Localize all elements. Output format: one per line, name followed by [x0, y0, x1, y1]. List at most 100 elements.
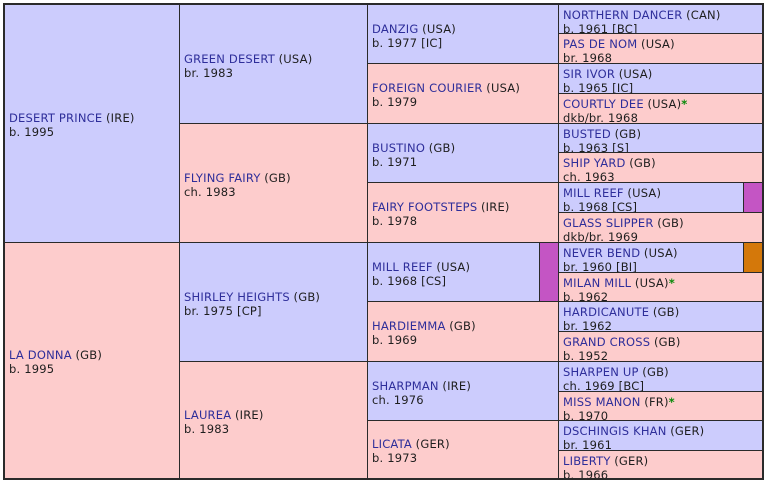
pedigree-cell-gen4: PAS DE NOM (USA) br. 1968	[558, 33, 763, 64]
horse-origin: (USA)	[641, 37, 675, 51]
star-icon: *	[668, 395, 675, 409]
horse-origin: (IRE)	[106, 111, 135, 125]
horse-link[interactable]: NEVER BEND	[563, 246, 641, 260]
horse-link[interactable]: LAUREA	[184, 407, 232, 422]
pedigree-cell-gen4: SIR IVOR (USA) b. 1965 [IC]	[558, 63, 763, 94]
horse-link[interactable]: HARDIEMMA	[372, 319, 446, 333]
horse-details: br. 1961	[563, 438, 613, 451]
horse-link[interactable]: GREEN DESERT	[184, 51, 275, 66]
horse-link[interactable]: LICATA	[372, 437, 413, 451]
horse-details: b. 1983	[184, 421, 230, 436]
horse-link[interactable]: DESERT PRINCE	[9, 111, 103, 125]
horse-link[interactable]: GRAND CROSS	[563, 335, 651, 349]
horse-link[interactable]: DANZIG	[372, 21, 419, 36]
pedigree-cell-gen2: GREEN DESERT (USA) br. 1983	[179, 4, 368, 124]
pedigree-cell-gen4: HARDICANUTE (GB) br. 1962	[558, 301, 763, 332]
pedigree-cell-gen4: COURTLY DEE (USA)* dkb/br. 1968	[558, 93, 763, 124]
horse-link[interactable]: FOREIGN COURIER	[372, 81, 483, 95]
horse-link[interactable]: LA DONNA	[9, 348, 72, 362]
horse-link[interactable]: NORTHERN DANCER	[563, 8, 683, 22]
pedigree-cell-gen4: SHIP YARD (GB) ch. 1963	[558, 152, 763, 183]
horse-link[interactable]: BUSTED	[563, 127, 611, 141]
horse-details: b. 1963 [S]	[563, 141, 630, 153]
horse-origin: (USA)	[634, 276, 669, 290]
horse-origin: (USA)	[647, 97, 682, 111]
pedigree-cell-gen3: SHARPMAN (IRE) ch. 1976	[367, 361, 559, 421]
horse-origin: (IRE)	[442, 378, 472, 393]
horse-details: b. 1971	[372, 154, 418, 169]
horse-details: b. 1961 [BC]	[563, 22, 638, 34]
horse-origin: (GB)	[449, 319, 476, 333]
horse-details: b. 1995	[9, 362, 55, 376]
horse-link[interactable]: GLASS SLIPPER	[563, 216, 654, 230]
horse-link[interactable]: SHARPEN UP	[563, 365, 639, 379]
pedigree-cell-gen2: FLYING FAIRY (GB) ch. 1983	[179, 123, 368, 243]
pedigree-cell-gen4: GRAND CROSS (GB) b. 1952	[558, 331, 763, 362]
horse-details: dkb/br. 1968	[563, 111, 639, 124]
horse-details: b. 1952	[563, 349, 609, 362]
horse-origin: (IRE)	[234, 407, 264, 422]
horse-origin: (GB)	[428, 140, 456, 155]
horse-link[interactable]: FLYING FAIRY	[184, 170, 261, 185]
pedigree-cell-gen4: MILL REEF (USA) b. 1968 [CS]	[558, 182, 763, 213]
pedigree-cell-sire: DESERT PRINCE (IRE) b. 1995	[4, 4, 180, 243]
horse-origin: (GB)	[629, 156, 656, 170]
horse-origin: (USA)	[422, 21, 456, 36]
horse-link[interactable]: SIR IVOR	[563, 67, 616, 81]
horse-details: b. 1966	[563, 468, 609, 479]
horse-link[interactable]: MISS MANON	[563, 395, 641, 409]
horse-details: br. 1962	[563, 319, 613, 332]
horse-link[interactable]: MILL REEF	[372, 259, 433, 274]
pedigree-cell-gen3: HARDIEMMA (GB) b. 1969	[367, 301, 559, 362]
horse-origin: (USA)	[627, 186, 662, 200]
inbreeding-marker	[743, 183, 762, 212]
horse-origin: (GB)	[264, 170, 291, 185]
horse-details: b. 1973	[372, 451, 418, 465]
horse-link[interactable]: PAS DE NOM	[563, 37, 638, 51]
horse-origin: (GB)	[657, 216, 684, 230]
horse-details: b. 1977 [IC]	[372, 35, 443, 50]
horse-details: b. 1995	[9, 125, 55, 139]
horse-details: b. 1969	[372, 333, 418, 347]
horse-origin: (USA)	[618, 67, 653, 81]
inbreeding-marker	[743, 243, 762, 272]
horse-link[interactable]: DSCHINGIS KHAN	[563, 424, 667, 438]
horse-details: b. 1970	[563, 409, 609, 421]
pedigree-cell-gen3: BUSTINO (GB) b. 1971	[367, 123, 559, 183]
pedigree-cell-gen4: NORTHERN DANCER (CAN) b. 1961 [BC]	[558, 4, 763, 34]
pedigree-cell-gen4: BUSTED (GB) b. 1963 [S]	[558, 123, 763, 153]
horse-origin: (GER)	[670, 424, 705, 438]
horse-details: br. 1960 [BI]	[563, 260, 638, 273]
horse-link[interactable]: LIBERTY	[563, 454, 611, 468]
pedigree-cell-gen4: LIBERTY (GER) b. 1966	[558, 450, 763, 479]
horse-details: ch. 1976	[372, 392, 424, 407]
horse-link[interactable]: FAIRY FOOTSTEPS	[372, 200, 478, 214]
pedigree-cell-gen4: SHARPEN UP (GB) ch. 1969 [BC]	[558, 361, 763, 392]
horse-link[interactable]: HARDICANUTE	[563, 305, 650, 319]
horse-details: b. 1968 [CS]	[372, 273, 447, 288]
pedigree-cell-gen3: LICATA (GER) b. 1973	[367, 420, 559, 479]
horse-details: b. 1965 [IC]	[563, 81, 634, 94]
horse-details: ch. 1969 [BC]	[563, 379, 645, 392]
horse-link[interactable]: COURTLY DEE	[563, 97, 644, 111]
horse-origin: (IRE)	[480, 200, 510, 214]
pedigree-cell-gen4: NEVER BEND (USA) br. 1960 [BI]	[558, 242, 763, 273]
star-icon: *	[668, 276, 675, 290]
horse-details: ch. 1983	[184, 184, 236, 199]
horse-link[interactable]: BUSTINO	[372, 140, 426, 155]
horse-link[interactable]: MILL REEF	[563, 186, 624, 200]
horse-link[interactable]: SHIRLEY HEIGHTS	[184, 289, 290, 304]
horse-origin: (GB)	[75, 348, 103, 362]
horse-details: br. 1968	[563, 51, 613, 64]
horse-origin: (CAN)	[686, 8, 721, 22]
pedigree-cell-gen3: FAIRY FOOTSTEPS (IRE) b. 1978	[367, 182, 559, 243]
pedigree-cell-gen4: MILAN MILL (USA)* b. 1962	[558, 272, 763, 302]
horse-link[interactable]: SHIP YARD	[563, 156, 626, 170]
horse-details: b. 1979	[372, 95, 418, 109]
horse-link[interactable]: SHARPMAN	[372, 378, 439, 393]
pedigree-cell-gen2: LAUREA (IRE) b. 1983	[179, 361, 368, 479]
star-icon: *	[681, 97, 688, 111]
pedigree-cell-gen3: MILL REEF (USA) b. 1968 [CS]	[367, 242, 559, 302]
horse-link[interactable]: MILAN MILL	[563, 276, 632, 290]
horse-origin: (USA)	[436, 259, 471, 274]
